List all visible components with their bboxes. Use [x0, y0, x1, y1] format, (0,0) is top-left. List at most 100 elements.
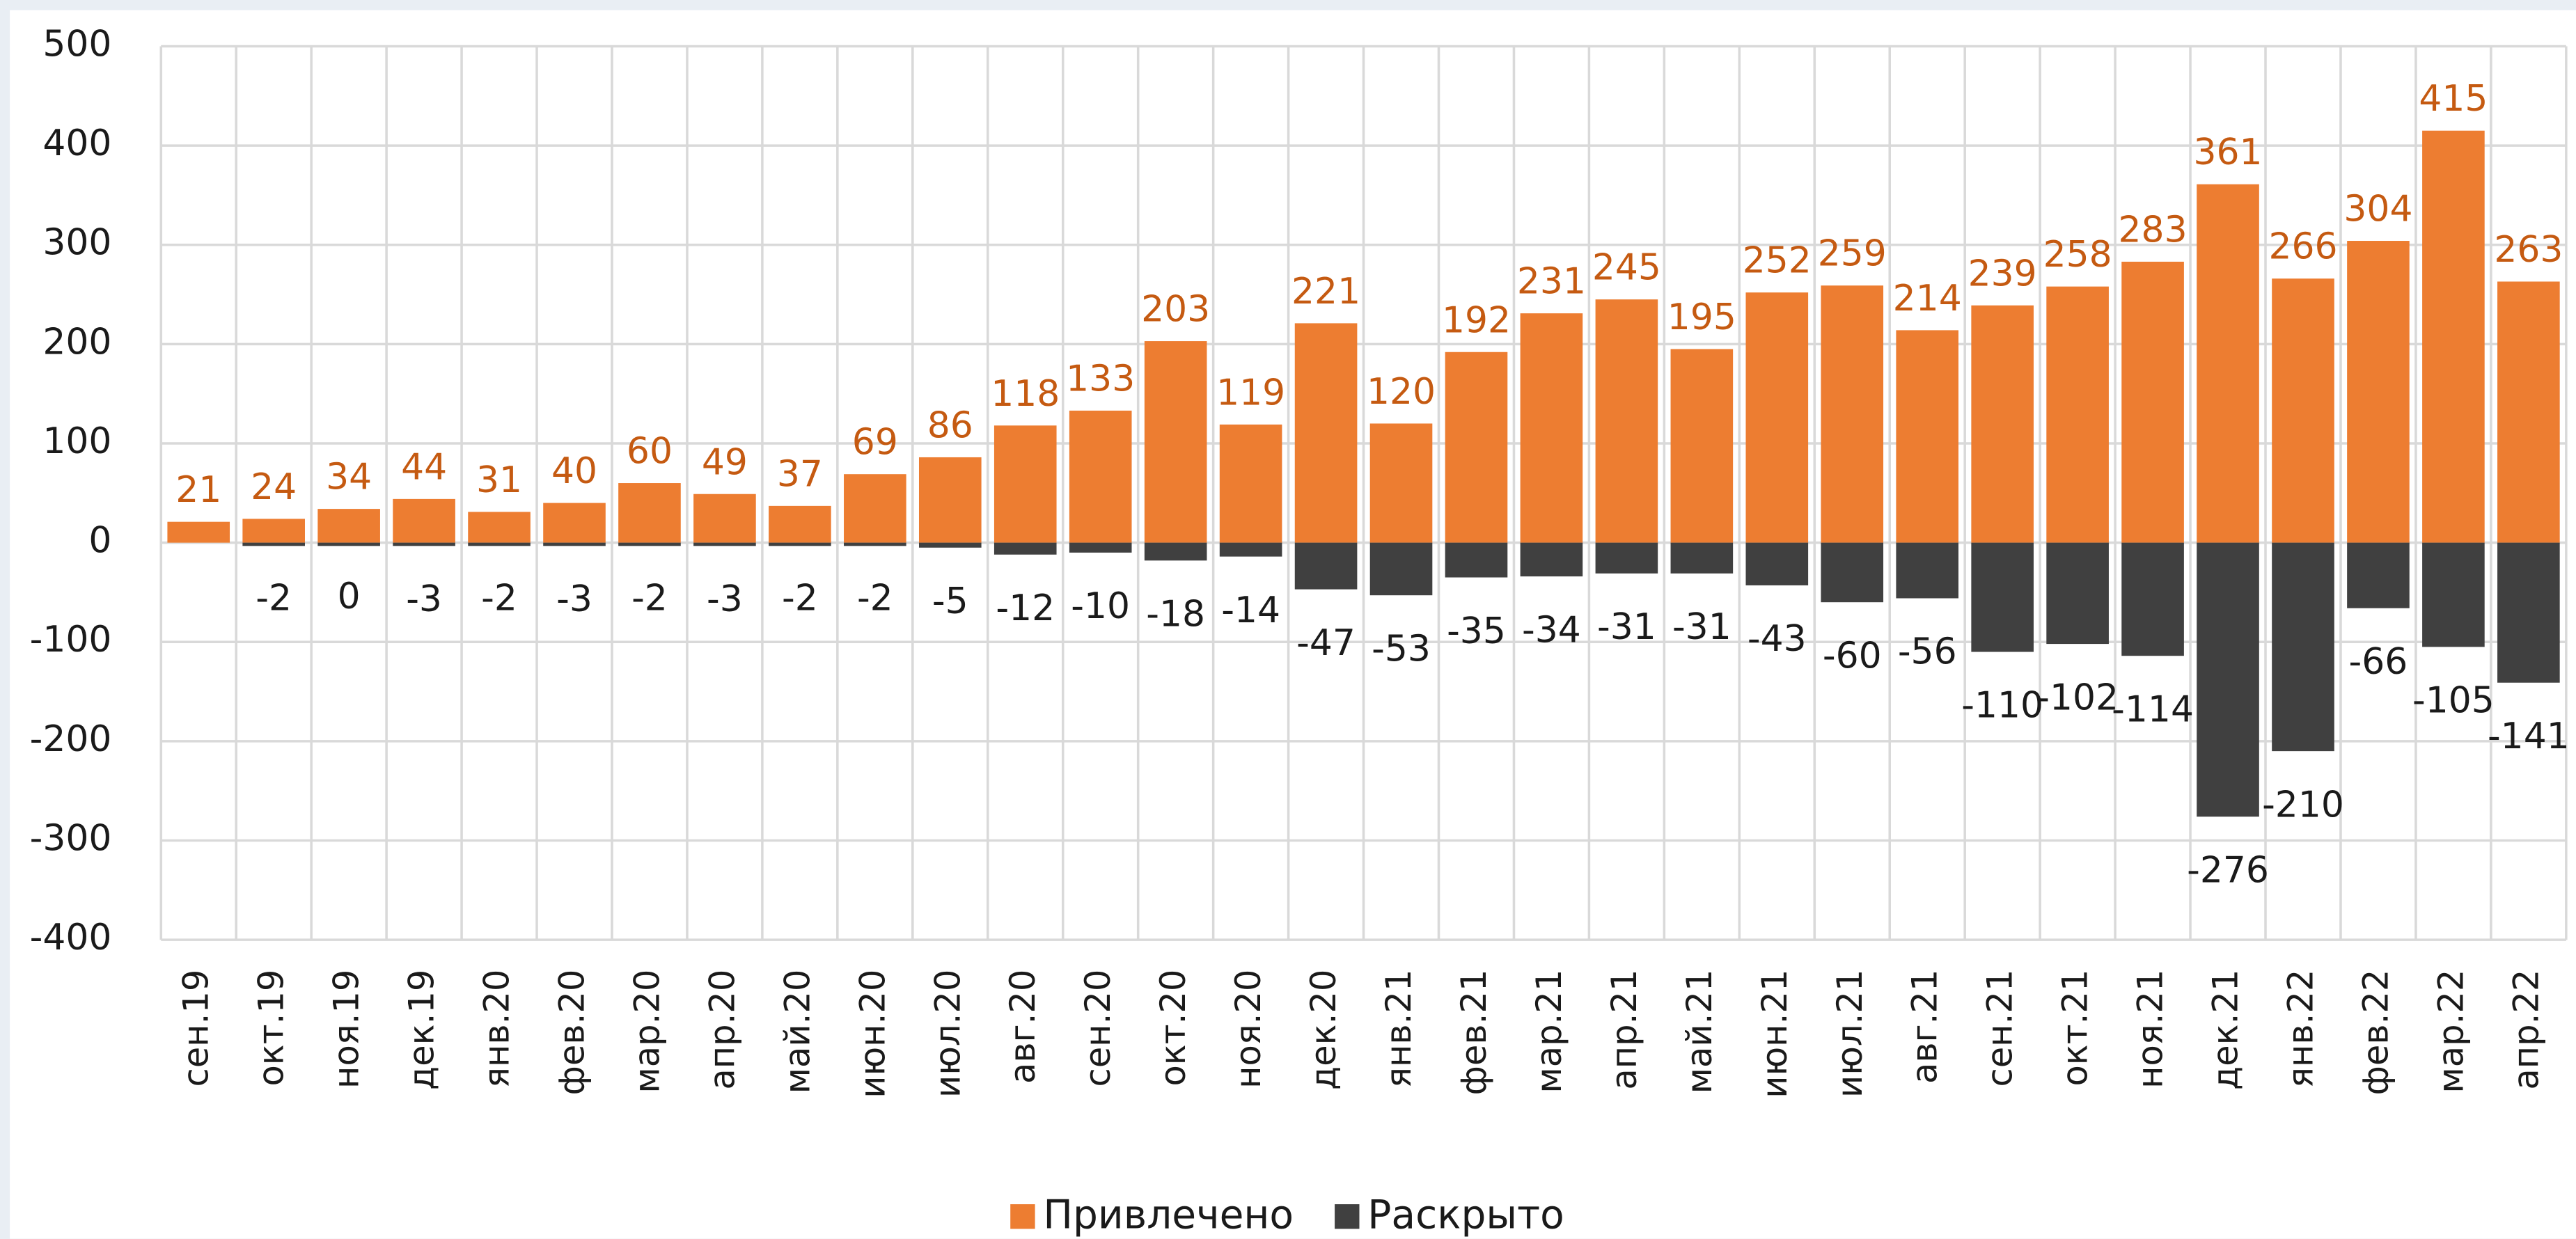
bar: [994, 425, 1057, 543]
data-label: 49: [702, 441, 748, 483]
bar: [393, 498, 455, 543]
bar: [1520, 313, 1583, 543]
bar: [317, 509, 380, 543]
data-label: 120: [1367, 371, 1436, 413]
legend-swatch: [1010, 1204, 1035, 1229]
legend-label: Привлечено: [1043, 1192, 1294, 1238]
y-tick-label: -400: [30, 917, 112, 958]
bar: [1369, 542, 1433, 596]
data-label: 214: [1893, 278, 1962, 319]
bar: [1219, 542, 1282, 557]
data-label: 195: [1667, 297, 1736, 338]
bar: [844, 542, 906, 546]
bar: [1896, 330, 1959, 543]
x-tick-label: ноя.19: [327, 970, 367, 1089]
x-tick-label: янв.22: [2280, 970, 2320, 1088]
data-label: 304: [2343, 189, 2412, 230]
y-tick-label: -300: [30, 818, 112, 860]
data-label: -5: [932, 581, 968, 622]
bar: [1670, 349, 1734, 543]
bar: [468, 512, 531, 543]
data-label: -110: [1961, 685, 2043, 727]
data-label: -3: [707, 578, 743, 620]
bar: [2121, 542, 2184, 656]
x-tick-label: мар.22: [2430, 970, 2471, 1094]
bar: [2422, 130, 2485, 543]
data-label: -14: [1221, 590, 1280, 631]
bar: [1896, 542, 1959, 599]
data-label: 258: [2043, 234, 2112, 276]
bar: [1595, 542, 1658, 574]
x-tick-label: дек.20: [1303, 970, 1344, 1090]
bar: [1219, 424, 1282, 543]
data-label: 252: [1743, 240, 1812, 282]
data-label: -3: [406, 578, 442, 620]
bar: [393, 542, 455, 546]
x-tick-label: июн.21: [1754, 970, 1795, 1098]
y-tick-label: 300: [42, 222, 111, 264]
data-label: 239: [1968, 253, 2037, 294]
data-label: -2: [857, 578, 893, 620]
data-label: 266: [2268, 226, 2337, 268]
y-tick-label: -100: [30, 619, 112, 661]
data-label: 263: [2494, 229, 2563, 271]
data-label: 24: [251, 466, 297, 508]
data-label: 231: [1517, 261, 1586, 303]
bar: [1971, 305, 2034, 543]
legend-label: Раскрыто: [1367, 1192, 1564, 1238]
data-label: -12: [996, 587, 1055, 629]
bar: [693, 542, 756, 546]
x-tick-label: ноя.20: [1228, 970, 1269, 1089]
bar: [1821, 285, 1884, 543]
y-tick-label: 500: [42, 23, 111, 65]
bar: [1069, 542, 1132, 553]
x-tick-label: апр.20: [702, 970, 742, 1090]
data-label: 44: [401, 446, 447, 488]
x-tick-label: фев.21: [1454, 970, 1494, 1096]
data-label: -53: [1372, 628, 1431, 670]
bar: [242, 519, 305, 543]
bar: [2272, 278, 2334, 543]
bar: [844, 474, 906, 543]
bar: [1069, 410, 1132, 543]
data-label: -2: [481, 578, 517, 620]
bar: [1745, 292, 1809, 543]
data-label: 192: [1442, 299, 1511, 341]
bar: [1971, 542, 2034, 652]
bar: [1294, 323, 1358, 543]
bar: [918, 542, 982, 548]
data-label: 37: [777, 453, 823, 495]
x-tick-label: июл.21: [1830, 970, 1870, 1098]
data-label: 245: [1592, 247, 1661, 289]
data-label: -18: [1146, 594, 1205, 636]
bar: [543, 542, 606, 546]
data-label: -210: [2262, 784, 2344, 826]
data-label: -114: [2112, 688, 2194, 730]
data-label: 86: [927, 404, 973, 446]
x-tick-label: фев.22: [2355, 970, 2396, 1096]
data-label: -2: [256, 578, 292, 620]
y-tick-label: -200: [30, 718, 112, 760]
data-label: 361: [2194, 132, 2263, 173]
x-tick-label: окт.20: [1153, 970, 1193, 1087]
x-tick-label: авг.20: [1003, 970, 1043, 1084]
data-label: 34: [326, 457, 372, 498]
data-label: 259: [1818, 233, 1887, 275]
x-tick-label: янв.20: [477, 970, 517, 1088]
bar: [693, 494, 756, 543]
data-label: 21: [175, 469, 221, 511]
bar: [994, 542, 1057, 555]
bar: [317, 542, 380, 546]
bar: [1294, 542, 1358, 590]
bar: [543, 503, 606, 543]
x-tick-label: окт.21: [2055, 970, 2096, 1087]
bar: [2197, 184, 2259, 543]
data-label: 415: [2419, 78, 2488, 120]
data-label: 203: [1141, 289, 1210, 331]
data-label: -47: [1296, 622, 1356, 664]
bar: [167, 521, 230, 543]
data-label: 60: [627, 431, 673, 473]
x-tick-label: мар.21: [1529, 970, 1569, 1094]
x-tick-label: янв.21: [1379, 970, 1419, 1088]
bar: [2347, 542, 2410, 608]
